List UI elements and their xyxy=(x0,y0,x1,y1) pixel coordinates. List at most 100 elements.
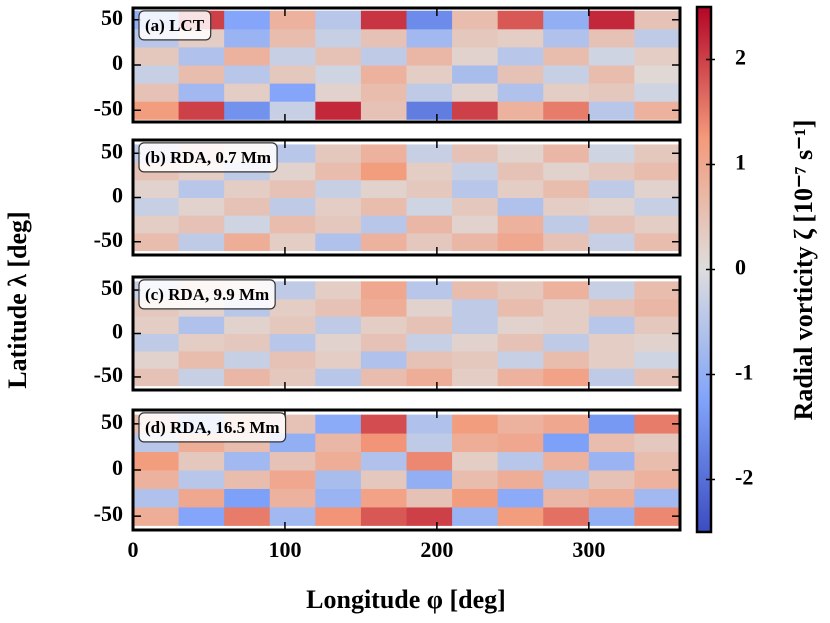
heatmap-cell xyxy=(133,83,180,102)
heatmap-cell xyxy=(178,451,225,471)
heatmap-cell xyxy=(634,470,681,489)
heatmap-cell xyxy=(452,10,499,30)
heatmap-cell xyxy=(543,101,590,120)
heatmap-cell xyxy=(452,368,499,387)
heatmap-cell xyxy=(634,316,681,334)
heatmap-cell xyxy=(497,10,544,30)
heatmap-cell xyxy=(634,179,681,198)
heatmap-cell xyxy=(360,162,407,181)
heatmap-cell xyxy=(178,215,225,234)
y-tick-label: 50 xyxy=(101,409,123,434)
heatmap-cell xyxy=(497,433,544,453)
heatmap-cell xyxy=(543,506,590,526)
heatmap-cell xyxy=(497,470,544,489)
heatmap-cell xyxy=(406,65,453,84)
heatmap-cell xyxy=(634,215,681,234)
heatmap-cell xyxy=(315,179,362,198)
heatmap-cell xyxy=(406,433,453,453)
heatmap-cell xyxy=(224,333,271,352)
heatmap-cell xyxy=(452,197,499,216)
heatmap-cell xyxy=(634,144,681,163)
heatmap-cell xyxy=(543,28,590,48)
panel-title: (b) RDA, 0.7 Mm xyxy=(138,142,278,173)
heatmap-cell xyxy=(588,46,635,66)
heatmap-cell xyxy=(360,506,407,526)
y-tick-label: -50 xyxy=(94,95,123,120)
heatmap-cell xyxy=(269,101,316,120)
heatmap-cell xyxy=(497,298,544,317)
heatmap-cell xyxy=(178,232,225,252)
heatmap-cell xyxy=(497,101,544,120)
heatmap-cell xyxy=(133,316,180,334)
heatmap-cell xyxy=(360,215,407,234)
heatmap-cell xyxy=(452,83,499,102)
heatmap-cell xyxy=(452,506,499,526)
heatmap-cell xyxy=(360,232,407,252)
heatmap-cell xyxy=(497,232,544,252)
heatmap-cell xyxy=(224,316,271,334)
heatmap-cell xyxy=(497,316,544,334)
heatmap-cell xyxy=(588,65,635,84)
heatmap-cell xyxy=(452,101,499,120)
heatmap-cell xyxy=(406,179,453,198)
heatmap-cell xyxy=(634,298,681,317)
heatmap-cell xyxy=(588,433,635,453)
heatmap-cell xyxy=(406,414,453,434)
heatmap-cell xyxy=(497,65,544,84)
heatmap-cell xyxy=(133,451,180,471)
heatmap-cell xyxy=(497,368,544,387)
heatmap-cell xyxy=(634,197,681,216)
panel-title: (c) RDA, 9.9 Mm xyxy=(138,279,276,310)
heatmap-cell xyxy=(497,83,544,102)
heatmap-cell xyxy=(133,506,180,526)
heatmap-cell xyxy=(497,215,544,234)
heatmap-cell xyxy=(452,433,499,453)
heatmap-cell xyxy=(178,179,225,198)
heatmap-cell xyxy=(315,232,362,252)
heatmap-cell xyxy=(588,298,635,317)
heatmap-cell xyxy=(360,488,407,508)
heatmap-cell xyxy=(588,281,635,300)
heatmap-cell xyxy=(497,281,544,300)
panel-title-text: (b) RDA, 0.7 Mm xyxy=(145,148,271,167)
heatmap-cell xyxy=(224,101,271,120)
heatmap-cell xyxy=(360,10,407,30)
heatmap-cell xyxy=(315,350,362,369)
heatmap-cell xyxy=(224,368,271,387)
panel-title-box xyxy=(138,142,278,173)
heatmap-cell xyxy=(634,451,681,471)
heatmap-cell xyxy=(588,451,635,471)
heatmap-cell xyxy=(133,232,180,252)
heatmap-cell xyxy=(360,470,407,489)
heatmap-cell xyxy=(543,298,590,317)
y-axis-label: Latitude λ [deg] xyxy=(3,211,32,388)
heatmap-cell xyxy=(360,350,407,369)
heatmap-cell xyxy=(269,10,316,30)
heatmap-cell xyxy=(406,46,453,66)
heatmap-cell xyxy=(634,368,681,387)
heatmap-cell xyxy=(588,350,635,369)
heatmap-cell xyxy=(543,46,590,66)
heatmap-cell xyxy=(269,65,316,84)
heatmap-cell xyxy=(178,197,225,216)
heatmap-cell xyxy=(452,144,499,163)
heatmap-cell xyxy=(360,333,407,352)
heatmap-cell xyxy=(634,350,681,369)
heatmap-cell xyxy=(406,506,453,526)
heatmap-cell xyxy=(634,281,681,300)
heatmap-cell xyxy=(543,414,590,434)
heatmap-cell xyxy=(133,215,180,234)
y-tick-label: 0 xyxy=(112,183,123,208)
heatmap-cell xyxy=(634,83,681,102)
heatmap-cell xyxy=(178,65,225,84)
heatmap-cell xyxy=(588,488,635,508)
heatmap-cell xyxy=(588,414,635,434)
heatmap-cell xyxy=(133,488,180,508)
heatmap-cell xyxy=(133,368,180,387)
y-tick-label: 0 xyxy=(112,50,123,75)
heatmap-cell xyxy=(406,298,453,317)
heatmap-cell xyxy=(269,28,316,48)
heatmap-cell xyxy=(497,333,544,352)
heatmap-cell xyxy=(634,28,681,48)
heatmap-cell xyxy=(497,350,544,369)
